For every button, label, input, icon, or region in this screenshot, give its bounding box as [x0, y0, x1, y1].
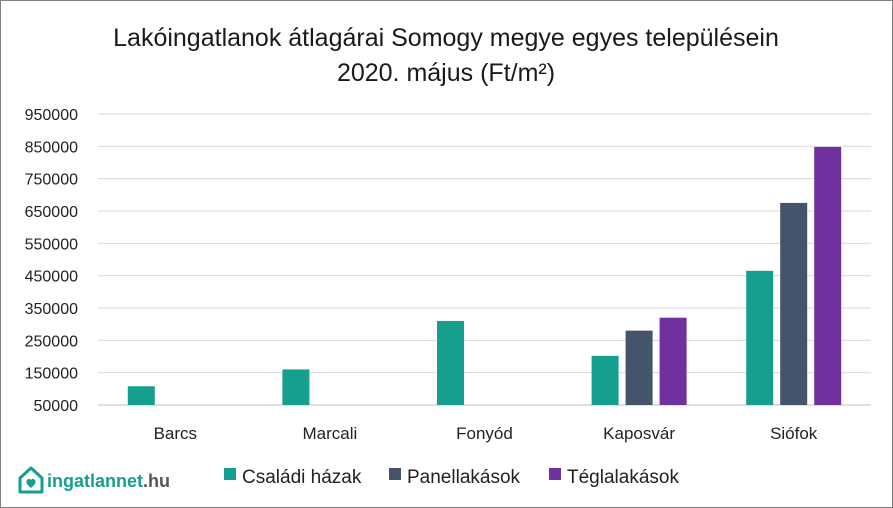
y-axis: 950000 850000 750000 650000 550000 450000 3500…: [25, 107, 78, 415]
y-tick-label: 450000: [25, 269, 78, 286]
y-tick-label: 250000: [25, 333, 78, 350]
x-tick-label: Siófok: [770, 424, 818, 443]
y-tick-label: 950000: [25, 107, 78, 124]
x-axis: Barcs Marcali Fonyód Kaposvár Siófok: [154, 424, 818, 443]
x-tick-label: Fonyód: [456, 424, 513, 443]
legend-swatch: [224, 468, 236, 480]
legend-swatch: [389, 468, 401, 480]
legend-label: Családi házak: [242, 467, 362, 488]
legend-label: Panellakások: [407, 467, 521, 488]
x-tick-label: Kaposvár: [603, 424, 675, 443]
y-tick-label: 50000: [34, 398, 79, 415]
bar: [282, 369, 310, 405]
svg-text:ingatlannet.hu: ingatlannet.hu: [47, 471, 170, 491]
logo-text-main: ingatlannet: [47, 471, 143, 491]
y-tick-label: 650000: [25, 204, 78, 221]
logo: ingatlannet.hu: [18, 466, 170, 494]
bar: [659, 317, 687, 405]
y-tick-label: 150000: [25, 366, 78, 383]
bar: [437, 320, 464, 405]
chart-title-line1: Lakóingatlanok átlagárai Somogy megye eg…: [113, 24, 779, 52]
y-tick-label: 350000: [25, 301, 78, 318]
bars: [127, 146, 842, 406]
bar: [127, 386, 155, 405]
legend: Családi házak Panellakások Téglalakások: [224, 467, 679, 488]
y-tick-label: 850000: [25, 139, 78, 156]
house-heart-icon: [18, 466, 44, 494]
legend-label: Téglalakások: [567, 467, 679, 488]
bar: [814, 146, 842, 406]
y-tick-label: 750000: [25, 172, 78, 189]
x-tick-label: Barcs: [154, 424, 197, 443]
bar: [780, 202, 808, 405]
legend-swatch: [549, 468, 561, 480]
bar: [591, 355, 619, 405]
x-tick-label: Marcali: [303, 424, 358, 443]
bar: [625, 330, 653, 405]
bar: [746, 270, 774, 405]
y-tick-label: 550000: [25, 236, 78, 253]
chart-title-line2: 2020. május (Ft/m²): [337, 59, 555, 87]
logo-text-suffix: .hu: [143, 471, 170, 491]
gridlines: [98, 113, 871, 406]
